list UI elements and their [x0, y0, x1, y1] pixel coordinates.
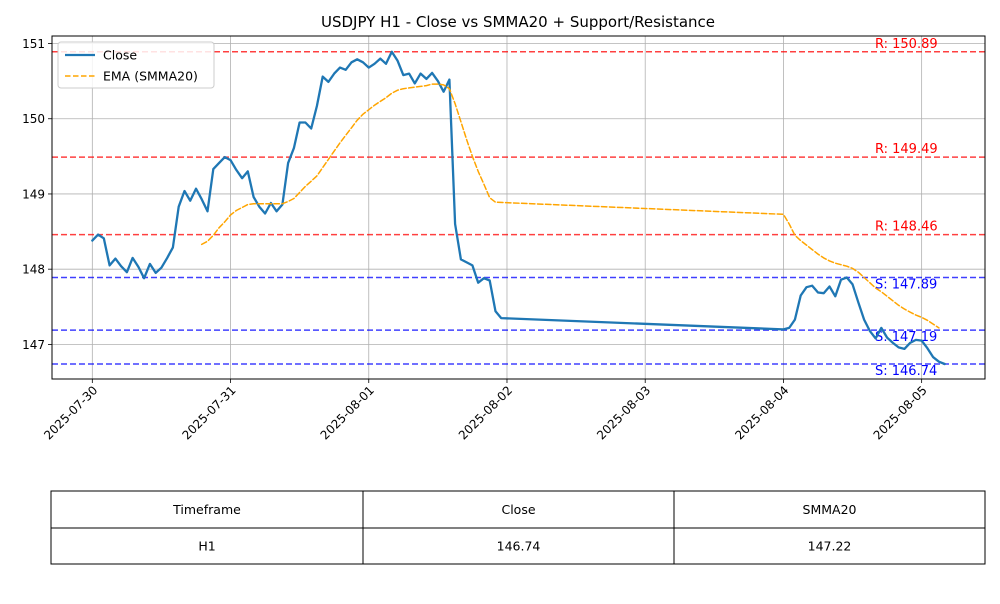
legend-label: EMA (SMMA20) — [103, 69, 198, 84]
y-tick-label: 147 — [22, 338, 45, 352]
summary-table: Timeframe Close SMMA20 H1 146.74 147.22 — [50, 490, 986, 565]
table-header-cell: SMMA20 — [803, 502, 857, 517]
legend-label: Close — [103, 48, 137, 63]
support-level-label: S: 147.89 — [875, 277, 937, 292]
x-tick-label: 2025-08-04 — [732, 383, 791, 442]
resistance-level-label: R: 150.89 — [875, 37, 938, 52]
legend: Close EMA (SMMA20) — [57, 41, 215, 89]
resistance-level-label: R: 149.49 — [875, 142, 938, 157]
y-tick-label: 148 — [22, 263, 45, 277]
x-tick-label: 2025-07-30 — [41, 383, 100, 442]
table-cell: 147.22 — [808, 539, 852, 554]
series-lines — [91, 50, 946, 366]
x-tick-label: 2025-08-05 — [871, 383, 930, 442]
x-tick-label: 2025-08-01 — [318, 383, 377, 442]
x-tick-label: 2025-08-02 — [456, 383, 515, 442]
y-tick-label: 150 — [22, 112, 45, 126]
table-cell: 146.74 — [497, 539, 541, 554]
y-tick-label: 149 — [22, 187, 45, 201]
smma-series-line — [200, 83, 940, 329]
support-level-label: S: 146.74 — [875, 364, 937, 379]
axes: 2025-07-30 2025-07-31 2025-08-01 2025-08-02… — [22, 35, 986, 442]
chart-title: USDJPY H1 - Close vs SMMA20 + Support/Re… — [321, 13, 715, 31]
plot-frame — [51, 35, 986, 380]
table-cell: H1 — [198, 539, 215, 554]
table-header-cell: Close — [501, 502, 535, 517]
x-tick-label: 2025-07-31 — [179, 383, 238, 442]
y-tick-label: 151 — [22, 37, 45, 51]
x-tick-label: 2025-08-03 — [594, 383, 653, 442]
close-series-line — [91, 50, 946, 366]
table-header-cell: Timeframe — [172, 502, 241, 517]
legend-box — [57, 41, 215, 89]
resistance-level-label: R: 148.46 — [875, 220, 938, 235]
support-resistance-lines: R: 150.89 R: 149.49 R: 148.46 S: 147.89 S: 1… — [52, 37, 985, 379]
